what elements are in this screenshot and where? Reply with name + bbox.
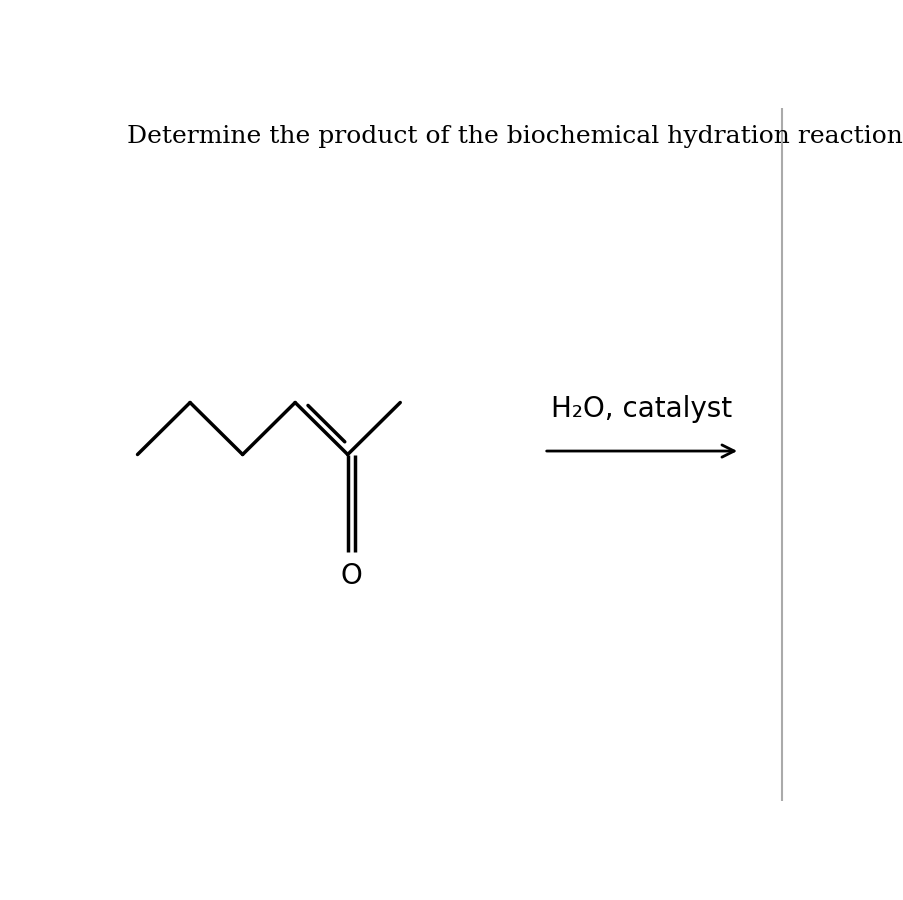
Text: H₂O, catalyst: H₂O, catalyst [551,395,731,423]
Text: Determine the product of the biochemical hydration reaction.: Determine the product of the biochemical… [126,125,903,148]
Text: O: O [340,562,362,590]
